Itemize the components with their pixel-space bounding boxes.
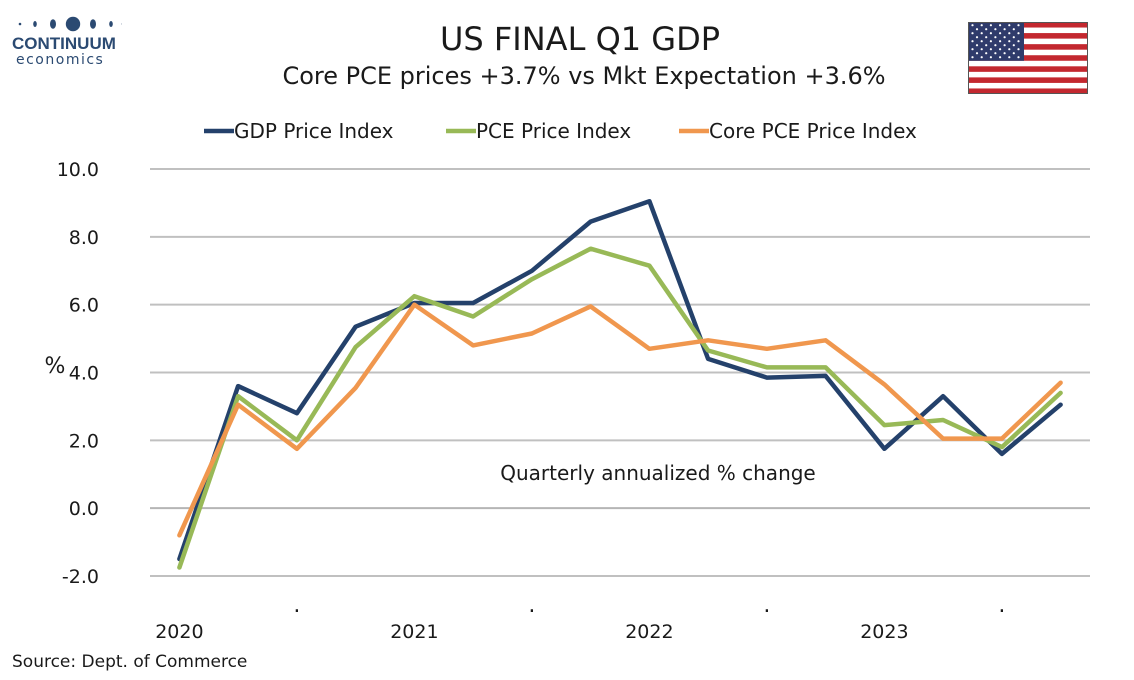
chart-title: US FINAL Q1 GDP xyxy=(439,20,721,58)
x-tick-label: 2023 xyxy=(860,621,908,643)
logo-name: CONTINUUM xyxy=(12,34,116,53)
x-tick-label: . xyxy=(293,593,300,618)
source-note: Source: Dept. of Commerce xyxy=(12,652,248,672)
legend-label: PCE Price Index xyxy=(476,119,631,143)
y-tick-label: 4.0 xyxy=(69,363,99,385)
chart-annotation: Quarterly annualized % change xyxy=(500,461,816,485)
x-tick-label: 2020 xyxy=(155,621,203,643)
x-tick-label: . xyxy=(528,593,535,618)
series-line-pce-price-index xyxy=(177,246,1063,570)
x-tick-label: . xyxy=(998,593,1005,618)
series-line-core-pce-price-index xyxy=(177,302,1063,538)
legend-label: GDP Price Index xyxy=(234,119,394,143)
y-tick-label: 6.0 xyxy=(69,295,99,317)
legend-label: Core PCE Price Index xyxy=(709,119,917,143)
y-tick-label: 2.0 xyxy=(69,430,99,452)
x-tick-label: 2022 xyxy=(625,621,673,643)
y-tick-label: -2.0 xyxy=(62,566,99,588)
us-flag-icon xyxy=(968,22,1088,94)
y-tick-label: 10.0 xyxy=(57,159,99,181)
logo-dots-icon xyxy=(18,16,122,32)
y-tick-label: 0.0 xyxy=(69,498,99,520)
y-axis-label: % xyxy=(45,354,66,379)
y-tick-label: 8.0 xyxy=(69,227,99,249)
x-tick-label: . xyxy=(763,593,770,618)
x-tick-label: 2021 xyxy=(390,621,438,643)
continuum-logo: CONTINUUM economics xyxy=(12,14,132,68)
chart-subtitle: Core PCE prices +3.7% vs Mkt Expectation… xyxy=(282,62,886,90)
logo-sub: economics xyxy=(16,52,105,68)
